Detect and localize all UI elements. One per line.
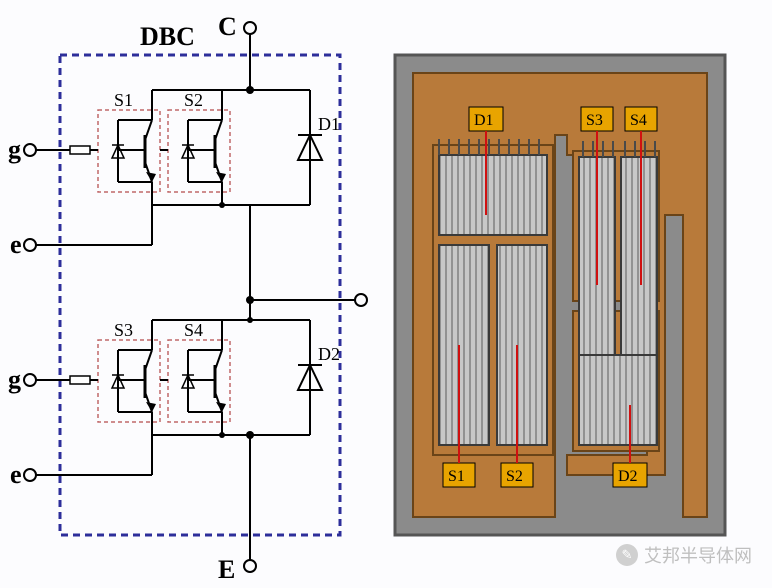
mid-terminal bbox=[355, 294, 367, 306]
label-S3: S3 bbox=[114, 320, 133, 340]
terminal-e-lower: e bbox=[10, 460, 22, 489]
svg-text:D2: D2 bbox=[618, 468, 638, 485]
die-D1 bbox=[439, 155, 547, 235]
label-D1: D1 bbox=[318, 114, 340, 134]
diode-D2: D2 bbox=[250, 320, 340, 435]
schematic-panel: DBC C S1 bbox=[8, 12, 367, 584]
svg-text:S1: S1 bbox=[448, 468, 465, 485]
svg-text:S2: S2 bbox=[506, 468, 523, 485]
diode-D1: D1 bbox=[250, 90, 340, 205]
svg-text:S4: S4 bbox=[630, 112, 647, 129]
die-S1 bbox=[439, 245, 489, 445]
switch-S4: S4 bbox=[168, 320, 230, 435]
svg-text:S3: S3 bbox=[586, 112, 603, 129]
figure-canvas: DBC C S1 bbox=[0, 0, 772, 588]
terminal-E: E bbox=[218, 555, 235, 584]
terminal-e-upper: e bbox=[10, 230, 22, 259]
die-D2 bbox=[579, 355, 657, 445]
label-D2: D2 bbox=[318, 344, 340, 364]
wechat-icon: ✎ bbox=[616, 544, 638, 566]
watermark: ✎ 艾邦半导体网 bbox=[616, 542, 752, 568]
die-S2 bbox=[497, 245, 547, 445]
switch-S1: S1 bbox=[98, 90, 160, 205]
terminal-C: C bbox=[218, 12, 237, 41]
dbc-label: DBC bbox=[140, 22, 195, 51]
label-S4: S4 bbox=[184, 320, 203, 340]
svg-text:D1: D1 bbox=[474, 112, 494, 129]
label-S2: S2 bbox=[184, 90, 203, 110]
switch-S3: S3 bbox=[98, 320, 160, 435]
label-S1: S1 bbox=[114, 90, 133, 110]
terminal-g-upper: g bbox=[8, 135, 21, 164]
layout-panel: D1 S3 S4 S1 S2 D2 bbox=[395, 55, 725, 535]
terminal-g-lower: g bbox=[8, 365, 21, 394]
switch-S2: S2 bbox=[168, 90, 230, 205]
dbc-box bbox=[60, 55, 340, 535]
watermark-text: 艾邦半导体网 bbox=[644, 542, 752, 568]
